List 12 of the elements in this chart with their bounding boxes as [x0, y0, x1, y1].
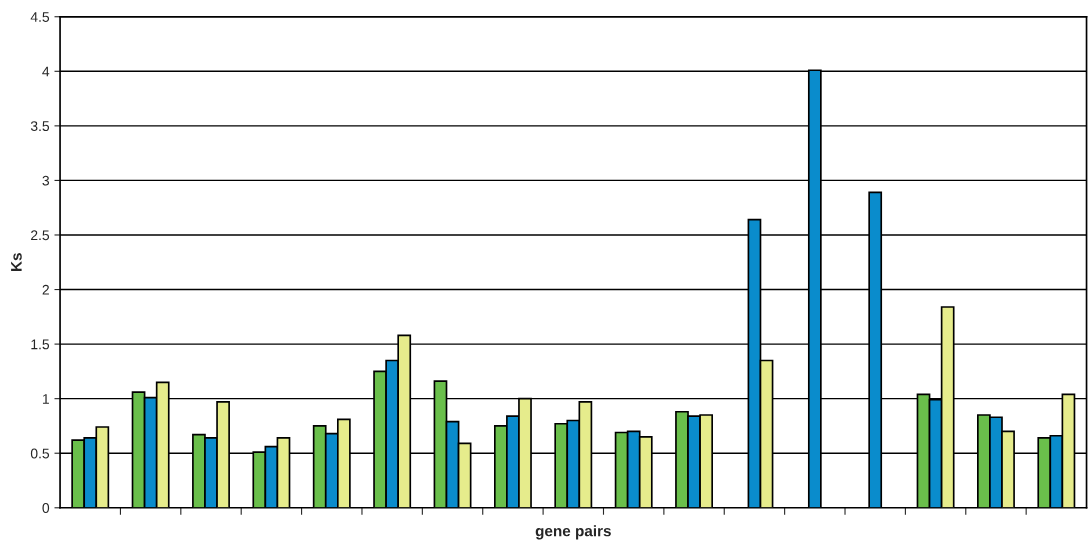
y-tick-label: 4.5: [30, 12, 50, 22]
y-tick-label: 1.5: [31, 339, 50, 350]
y-tick-label: 3.5: [30, 121, 50, 132]
y-tick-label: 2.5: [31, 230, 50, 241]
y-tick-label: 2: [42, 284, 49, 295]
y-tick-label: 1: [42, 394, 49, 404]
y-tick-label: 3: [42, 175, 50, 186]
x-axis-title: gene pairs: [535, 525, 611, 540]
y-tick-label: 0.5: [30, 448, 50, 459]
y-tick-label: 0: [42, 503, 50, 513]
y-tick-label: 4: [42, 66, 50, 77]
y-axis-title: Ks: [11, 253, 22, 271]
